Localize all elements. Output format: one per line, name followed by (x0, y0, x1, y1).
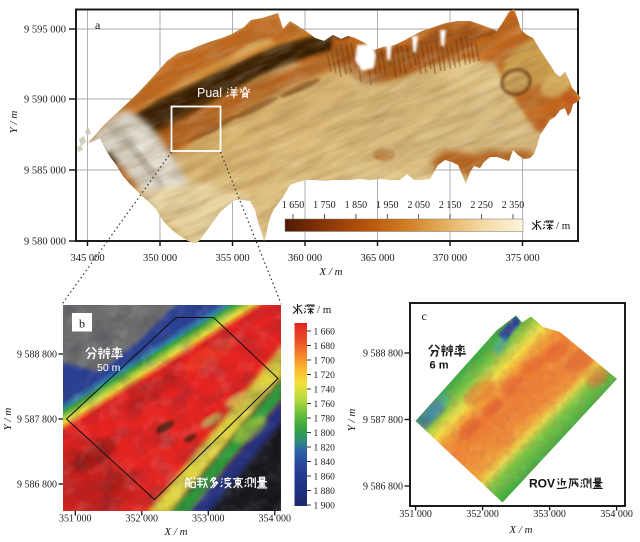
svg-text:2 250: 2 250 (470, 200, 493, 211)
svg-text:ROV: ROV (529, 477, 555, 491)
svg-text:/ m: / m (556, 220, 571, 232)
svg-text:9 586 800: 9 586 800 (17, 480, 57, 491)
svg-text:Y / m: Y / m (2, 408, 14, 431)
svg-text:353 000: 353 000 (533, 509, 566, 520)
svg-text:365 000: 365 000 (360, 253, 394, 264)
svg-text:a: a (95, 18, 101, 32)
svg-text:9 588 800: 9 588 800 (17, 350, 57, 361)
svg-text:352 000: 352 000 (466, 509, 499, 520)
svg-text:1 740: 1 740 (314, 385, 336, 395)
svg-text:9 587 800: 9 587 800 (363, 415, 403, 426)
svg-text:360 000: 360 000 (288, 253, 322, 264)
svg-text:1 860: 1 860 (314, 472, 336, 482)
svg-text:1 900: 1 900 (314, 501, 336, 511)
svg-text:X / m: X / m (163, 526, 187, 538)
svg-text:352 000: 352 000 (126, 514, 159, 525)
svg-text:345 000: 345 000 (70, 253, 104, 264)
svg-text:6 m: 6 m (430, 360, 449, 372)
svg-text:350 000: 350 000 (143, 253, 177, 264)
svg-text:1 750: 1 750 (313, 200, 336, 211)
svg-text:X / m: X / m (508, 524, 532, 536)
svg-text:1 720: 1 720 (314, 371, 336, 381)
svg-text:2 150: 2 150 (439, 200, 462, 211)
svg-text:/ m: / m (317, 304, 332, 316)
svg-text:1 660: 1 660 (314, 327, 336, 337)
svg-text:9 586 800: 9 586 800 (363, 482, 403, 493)
svg-text:1 760: 1 760 (314, 400, 336, 410)
svg-text:Y / m: Y / m (346, 409, 358, 432)
svg-text:370 000: 370 000 (433, 253, 467, 264)
svg-text:1 800: 1 800 (314, 429, 336, 439)
svg-text:354 000: 354 000 (259, 514, 292, 525)
svg-text:9 590 000: 9 590 000 (24, 95, 66, 106)
svg-text:375 000: 375 000 (505, 253, 539, 264)
svg-text:1 820: 1 820 (314, 443, 336, 453)
svg-text:X / m: X / m (318, 266, 342, 278)
svg-text:9 585 000: 9 585 000 (24, 166, 66, 177)
svg-text:1 880: 1 880 (314, 487, 336, 497)
svg-text:1 840: 1 840 (314, 458, 336, 468)
svg-text:50 m: 50 m (97, 362, 121, 374)
svg-text:1 700: 1 700 (314, 356, 336, 366)
svg-text:1 850: 1 850 (345, 200, 368, 211)
svg-text:353 000: 353 000 (192, 514, 225, 525)
svg-text:c: c (422, 309, 427, 323)
svg-text:9 580 000: 9 580 000 (24, 237, 66, 248)
svg-text:355 000: 355 000 (215, 253, 249, 264)
svg-text:9 587 800: 9 587 800 (17, 415, 57, 426)
svg-text:Pual: Pual (197, 86, 222, 100)
svg-text:1 780: 1 780 (314, 414, 336, 424)
svg-text:2 050: 2 050 (407, 200, 430, 211)
svg-text:9 595 000: 9 595 000 (24, 25, 66, 36)
svg-text:Y / m: Y / m (8, 111, 20, 134)
svg-text:1 650: 1 650 (282, 200, 305, 211)
svg-text:351 000: 351 000 (399, 509, 432, 520)
svg-text:1 950: 1 950 (376, 200, 399, 211)
svg-text:2 350: 2 350 (502, 200, 525, 211)
svg-text:b: b (79, 317, 85, 331)
svg-text:354 000: 354 000 (600, 509, 633, 520)
svg-text:1 680: 1 680 (314, 342, 336, 352)
svg-text:351 000: 351 000 (59, 514, 92, 525)
svg-text:9 588 800: 9 588 800 (363, 349, 403, 360)
